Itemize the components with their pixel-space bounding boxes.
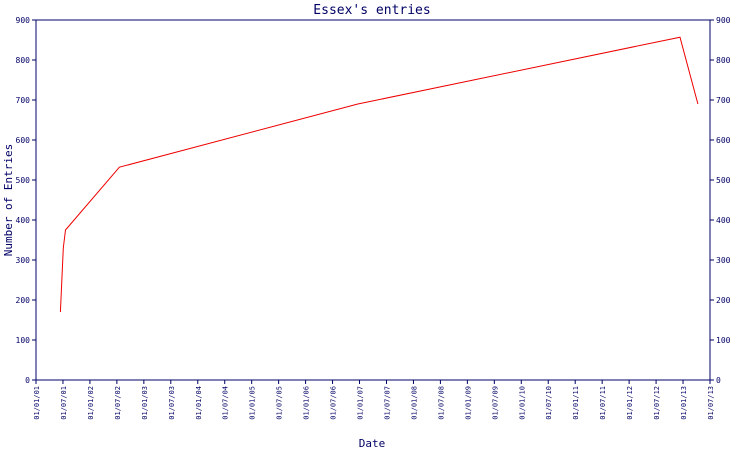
x-tick-label: 01/07/12 bbox=[653, 386, 661, 420]
y-tick-label-left: 600 bbox=[16, 136, 31, 145]
y-tick-label-left: 400 bbox=[16, 216, 31, 225]
x-tick-label: 01/07/07 bbox=[383, 386, 391, 420]
x-tick-label: 01/01/12 bbox=[626, 386, 634, 420]
x-tick-label: 01/01/08 bbox=[410, 386, 418, 420]
x-tick-label: 01/01/05 bbox=[249, 386, 257, 420]
y-tick-label-right: 900 bbox=[716, 16, 731, 25]
y-tick-label-right: 100 bbox=[716, 336, 731, 345]
y-axis-left: 0 100 200 300 400 500 600 700 800 900 bbox=[16, 16, 36, 385]
series-layer bbox=[59, 36, 699, 313]
x-tick-label: 01/01/10 bbox=[518, 386, 526, 420]
x-tick-label: 01/07/06 bbox=[330, 386, 338, 420]
x-tick-label: 01/01/02 bbox=[87, 386, 95, 420]
series-line bbox=[59, 36, 699, 313]
x-tick-label: 01/07/05 bbox=[276, 386, 284, 420]
chart-title: Essex's entries bbox=[313, 3, 430, 18]
x-tick-label: 01/01/11 bbox=[572, 386, 580, 420]
x-tick-label: 01/01/01 bbox=[33, 386, 41, 420]
x-tick-label: 01/01/07 bbox=[357, 386, 365, 420]
y-axis-right: 0 100 200 300 400 500 600 700 800 900 bbox=[710, 16, 731, 385]
x-tick-label: 01/07/10 bbox=[545, 386, 553, 420]
y-tick-label-left: 500 bbox=[16, 176, 31, 185]
y-tick-label-left: 300 bbox=[16, 256, 31, 265]
x-tick-label: 01/07/03 bbox=[168, 386, 176, 420]
x-tick-label: 01/01/09 bbox=[464, 386, 472, 420]
y-tick-label-left: 700 bbox=[16, 96, 31, 105]
x-tick-label: 01/07/08 bbox=[437, 386, 445, 420]
y-tick-label-right: 700 bbox=[716, 96, 731, 105]
y-tick-label-left: 100 bbox=[16, 336, 31, 345]
x-tick-label: 01/07/13 bbox=[707, 386, 715, 420]
x-tick-label: 01/07/01 bbox=[60, 386, 68, 420]
x-axis: 01/01/01 01/07/01 01/01/02 01/07/02 01/01/03… bbox=[33, 380, 715, 420]
x-axis-label: Date bbox=[359, 437, 386, 450]
y-axis-label: Number of Entries bbox=[2, 144, 15, 257]
y-tick-label-right: 200 bbox=[716, 296, 731, 305]
x-tick-label: 01/07/11 bbox=[599, 386, 607, 420]
x-tick-label: 01/07/09 bbox=[491, 386, 499, 420]
y-tick-label-left: 200 bbox=[16, 296, 31, 305]
y-tick-label-right: 600 bbox=[716, 136, 731, 145]
y-tick-label-right: 500 bbox=[716, 176, 731, 185]
y-tick-label-right: 0 bbox=[716, 376, 721, 385]
x-tick-label: 01/01/04 bbox=[195, 386, 203, 420]
x-tick-label: 01/01/03 bbox=[141, 386, 149, 420]
y-tick-label-right: 400 bbox=[716, 216, 731, 225]
x-tick-label: 01/01/06 bbox=[303, 386, 311, 420]
y-tick-label-right: 300 bbox=[716, 256, 731, 265]
x-tick-label: 01/01/13 bbox=[680, 386, 688, 420]
x-tick-label: 01/07/04 bbox=[222, 386, 230, 420]
y-tick-label-left: 800 bbox=[16, 56, 31, 65]
y-tick-label-left: 0 bbox=[25, 376, 30, 385]
x-tick-label: 01/07/02 bbox=[114, 386, 122, 420]
y-tick-label-right: 800 bbox=[716, 56, 731, 65]
y-tick-label-left: 900 bbox=[16, 16, 31, 25]
plot-area-frame bbox=[35, 19, 711, 381]
